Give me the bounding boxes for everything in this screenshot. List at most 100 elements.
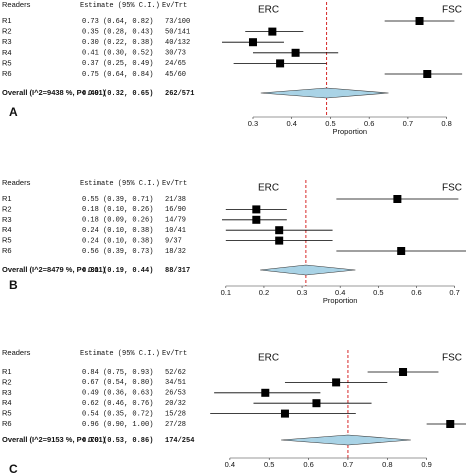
estimate-label: 0.84 (0.75, 0.93) [82, 369, 153, 377]
row-label: R6 [2, 69, 12, 78]
right-label: FSC [442, 183, 462, 194]
column-header: Ev/Trt [162, 2, 187, 10]
x-tick-label: 0.3 [248, 119, 258, 128]
estimate-label: 0.75 (0.64, 0.84) [82, 71, 153, 79]
x-tick-label: 0.6 [303, 460, 313, 469]
point-estimate [423, 70, 432, 78]
ev-trt-label: 14/79 [165, 217, 186, 225]
row-label: R6 [2, 419, 12, 428]
x-tick-label: 0.1 [221, 288, 231, 297]
point-estimate [399, 368, 408, 376]
estimate-label: 0.41 (0.30, 0.52) [82, 50, 153, 58]
x-tick-label: 0.6 [411, 288, 421, 297]
ev-trt-label: 18/32 [165, 248, 186, 256]
estimate-label: 0.67 (0.54, 0.80) [82, 379, 153, 387]
row-label: R2 [2, 204, 12, 213]
x-tick-label: 0.8 [382, 460, 392, 469]
point-estimate [446, 420, 455, 428]
ev-trt-label: 52/62 [165, 369, 186, 377]
row-label: R5 [2, 236, 12, 245]
ev-trt-label: 21/38 [165, 196, 186, 204]
estimate-label: 0.35 (0.28, 0.43) [82, 28, 153, 36]
estimate-label: 0.18 (0.10, 0.26) [82, 206, 153, 214]
row-label: R5 [2, 58, 12, 67]
ev-trt-label: 9/37 [165, 237, 182, 245]
x-tick-label: 0.2 [259, 288, 269, 297]
row-label: R4 [2, 398, 12, 407]
overall-ev-trt: 88/317 [165, 267, 190, 275]
panel-letter: A [9, 105, 18, 119]
ev-trt-label: 40/132 [165, 39, 190, 47]
x-tick-label: 0.5 [325, 119, 335, 128]
x-axis-label: Proportion [333, 127, 368, 136]
estimate-label: 0.54 (0.35, 0.72) [82, 410, 153, 418]
estimate-label: 0.62 (0.46, 0.76) [82, 400, 153, 408]
x-tick-label: 0.6 [364, 119, 374, 128]
column-header: Ev/Trt [162, 180, 187, 188]
column-header: Estimate (95% C.I.) [80, 2, 160, 10]
ev-trt-label: 24/65 [165, 60, 186, 68]
estimate-label: 0.73 (0.64, 0.82) [82, 18, 153, 26]
x-tick-label: 0.4 [286, 119, 296, 128]
row-label: R1 [2, 16, 12, 25]
column-header: Readers [2, 0, 31, 9]
estimate-label: 0.24 (0.10, 0.38) [82, 227, 153, 235]
overall-diamond [260, 264, 356, 276]
point-estimate [332, 378, 341, 387]
column-header: Readers [2, 348, 31, 357]
overall-estimate: 0.70 (0.53, 0.86) [82, 437, 153, 445]
x-tick-label: 0.4 [225, 460, 235, 469]
right-label: FSC [442, 5, 462, 16]
row-label: R5 [2, 409, 12, 418]
overall-ev-trt: 174/254 [165, 437, 194, 445]
x-tick-label: 0.7 [343, 460, 353, 469]
column-header: Estimate (95% C.I.) [80, 350, 160, 358]
overall-estimate: 0.49 (0.32, 0.65) [82, 90, 153, 98]
point-estimate [268, 27, 277, 36]
right-label: FSC [442, 353, 462, 364]
point-estimate [291, 48, 300, 57]
row-label: R3 [2, 388, 12, 397]
point-estimate [393, 195, 402, 203]
overall-ev-trt: 262/571 [165, 90, 194, 98]
point-estimate [275, 226, 284, 235]
row-label: R3 [2, 215, 12, 224]
ev-trt-label: 27/28 [165, 421, 186, 429]
ev-trt-label: 73/100 [165, 18, 190, 26]
left-label: ERC [258, 183, 279, 194]
ev-trt-label: 34/51 [165, 379, 186, 387]
ev-trt-label: 16/90 [165, 206, 186, 214]
overall-label: Overall (I^2=9153 %, P< 0.01) [2, 435, 106, 444]
estimate-label: 0.96 (0.90, 1.00) [82, 421, 153, 429]
point-estimate [415, 17, 424, 25]
point-estimate [397, 247, 406, 255]
x-tick-label: 0.5 [264, 460, 274, 469]
point-estimate [312, 399, 321, 408]
point-estimate [275, 236, 284, 245]
x-tick-label: 0.4 [335, 288, 345, 297]
row-label: R2 [2, 377, 12, 386]
ev-trt-label: 30/73 [165, 50, 186, 58]
column-header: Readers [2, 178, 31, 187]
panel-letter: C [9, 462, 18, 474]
point-estimate [252, 205, 261, 214]
point-estimate [261, 388, 270, 397]
overall-label: Overall (I^2=8479 %, P< 0.01) [2, 265, 106, 274]
overall-diamond [260, 87, 389, 99]
row-label: R4 [2, 225, 12, 234]
x-axis-label: Proportion [323, 296, 358, 305]
point-estimate [276, 59, 285, 68]
ev-trt-label: 10/41 [165, 227, 186, 235]
x-tick-label: 0.9 [421, 460, 431, 469]
row-label: R2 [2, 27, 12, 36]
ev-trt-label: 20/32 [165, 400, 186, 408]
point-estimate [252, 215, 261, 224]
row-label: R1 [2, 367, 12, 376]
column-header: Ev/Trt [162, 350, 187, 358]
point-estimate [280, 409, 289, 418]
left-label: ERC [258, 5, 279, 16]
x-tick-label: 0.7 [403, 119, 413, 128]
row-label: R1 [2, 194, 12, 203]
x-tick-label: 0.7 [449, 288, 459, 297]
